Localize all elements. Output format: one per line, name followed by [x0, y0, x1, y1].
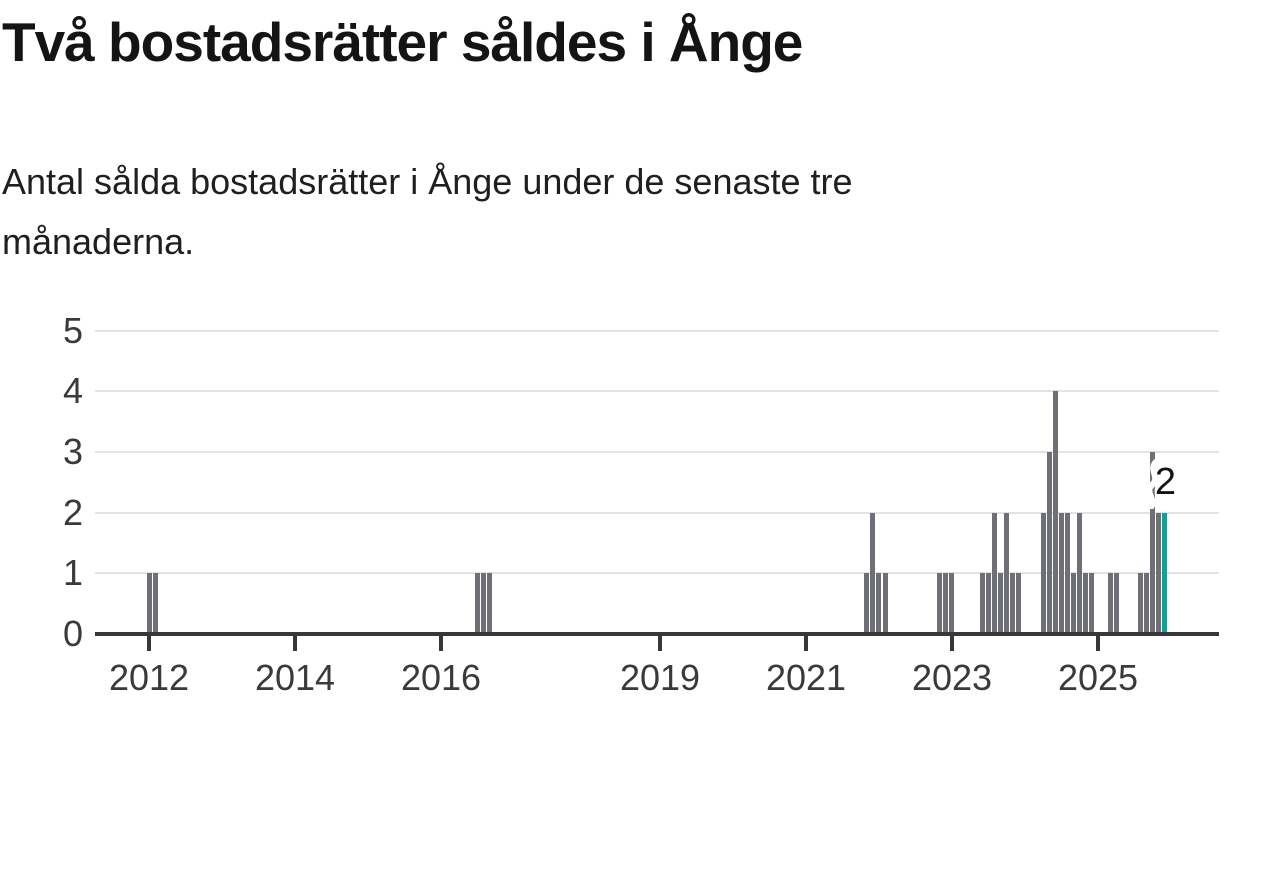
- x-axis-tick-label: 2025: [1057, 657, 1139, 698]
- y-axis-tick-label: 2: [62, 491, 83, 533]
- bar: [882, 573, 888, 634]
- bar: [481, 573, 487, 634]
- bar: [1138, 573, 1144, 634]
- x-axis-tick-label: 2023: [911, 657, 993, 698]
- bar: [152, 573, 158, 634]
- x-axis-tick-mark: [438, 636, 443, 651]
- y-axis-tick-label: 4: [62, 370, 83, 412]
- bar: [943, 573, 949, 634]
- highlighted-bar: [1162, 512, 1168, 634]
- bar: [949, 573, 955, 634]
- bar: [1046, 451, 1052, 634]
- bar: [146, 573, 152, 634]
- chart-subtitle-line-1: Antal sålda bostadsrätter i Ånge under d…: [2, 161, 853, 202]
- bar: [1010, 573, 1016, 634]
- y-axis-tick-label: 3: [62, 430, 83, 472]
- bar: [1089, 573, 1095, 634]
- bar: [979, 573, 985, 634]
- bar: [1144, 573, 1150, 634]
- bar: [1052, 391, 1058, 634]
- bar: [1071, 573, 1077, 634]
- bar: [998, 573, 1004, 634]
- bar: [1016, 573, 1022, 634]
- x-axis-tick-mark: [292, 636, 297, 651]
- bar-value-label: 2: [1154, 460, 1177, 503]
- bar: [1065, 512, 1071, 634]
- x-axis-tick-label: 2019: [619, 657, 701, 698]
- bar: [1113, 573, 1119, 634]
- y-axis-tick-label: 0: [62, 613, 83, 654]
- bar: [876, 573, 882, 634]
- x-axis-tick-mark: [657, 636, 662, 651]
- bar: [992, 512, 998, 634]
- bar: [1058, 512, 1064, 634]
- x-axis-tick-label: 2014: [254, 657, 336, 698]
- bar: [1107, 573, 1113, 634]
- bar: [1004, 512, 1010, 634]
- x-axis-line: [95, 632, 1219, 636]
- bar: [487, 573, 493, 634]
- x-axis-tick-label: 2012: [108, 657, 190, 698]
- bar: [1083, 573, 1089, 634]
- x-axis-tick-label: 2016: [400, 657, 482, 698]
- bar: [985, 573, 991, 634]
- bar: [1150, 451, 1156, 634]
- bar: [1077, 512, 1083, 634]
- bar: [1156, 512, 1162, 634]
- bar: [937, 573, 943, 634]
- grid-line: [95, 329, 1219, 332]
- label-halo-squiggle: [1146, 459, 1160, 509]
- chart-subtitle: Antal sålda bostadsrätter i Ånge under d…: [2, 152, 1252, 272]
- grid-line: [95, 390, 1219, 393]
- x-axis-tick-label: 2021: [765, 657, 847, 698]
- x-axis-tick-mark: [147, 636, 151, 651]
- grid-line: [95, 572, 1219, 575]
- x-axis-tick-mark: [803, 636, 808, 651]
- y-axis-tick-label: 5: [62, 309, 83, 351]
- bar: [870, 512, 876, 634]
- x-axis-tick-mark: [1095, 636, 1100, 651]
- bar: [1040, 512, 1046, 634]
- bar: [864, 573, 870, 634]
- chart-subtitle-line-2: månaderna.: [2, 221, 195, 262]
- x-axis-tick-mark: [949, 636, 954, 651]
- grid-line: [95, 511, 1219, 514]
- bar: [474, 573, 480, 634]
- grid-line: [95, 450, 1219, 453]
- chart-title: Två bostadsrätter såldes i Ånge: [2, 11, 803, 73]
- y-axis-tick-label: 1: [62, 552, 83, 594]
